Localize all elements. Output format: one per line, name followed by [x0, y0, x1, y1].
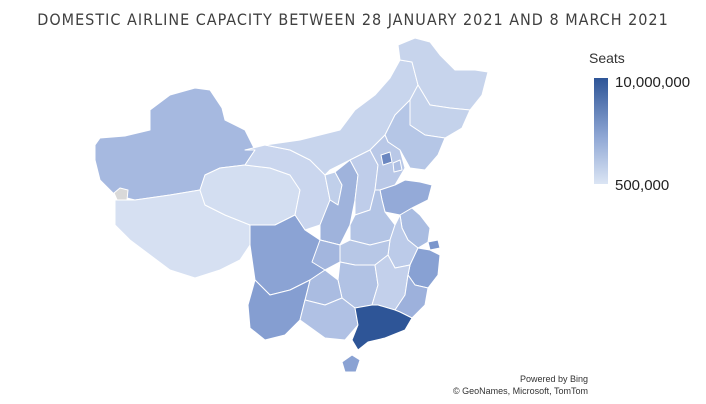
legend-title: Seats	[589, 50, 625, 66]
region-tianjin[interactable]	[392, 159, 403, 173]
region-shanghai[interactable]	[427, 239, 441, 251]
region-beijing[interactable]	[380, 151, 393, 166]
map-title: DOMESTIC AIRLINE CAPACITY BETWEEN 28 JAN…	[37, 10, 669, 29]
region-chongqing[interactable]	[311, 239, 341, 271]
region-tibet[interactable]	[114, 189, 251, 279]
legend-max-label: 10,000,000	[615, 74, 691, 91]
legend-color-scale	[594, 78, 608, 184]
attribution-copyright: © GeoNames, Microsoft, TomTom	[453, 386, 588, 396]
legend-min-label: 500,000	[615, 177, 670, 194]
region-guangxi[interactable]	[299, 297, 359, 341]
region-guangdong[interactable]	[351, 304, 413, 351]
attribution-powered-by: Powered by Bing	[519, 374, 588, 384]
region-hainan[interactable]	[341, 354, 361, 373]
region-henan[interactable]	[349, 189, 396, 246]
